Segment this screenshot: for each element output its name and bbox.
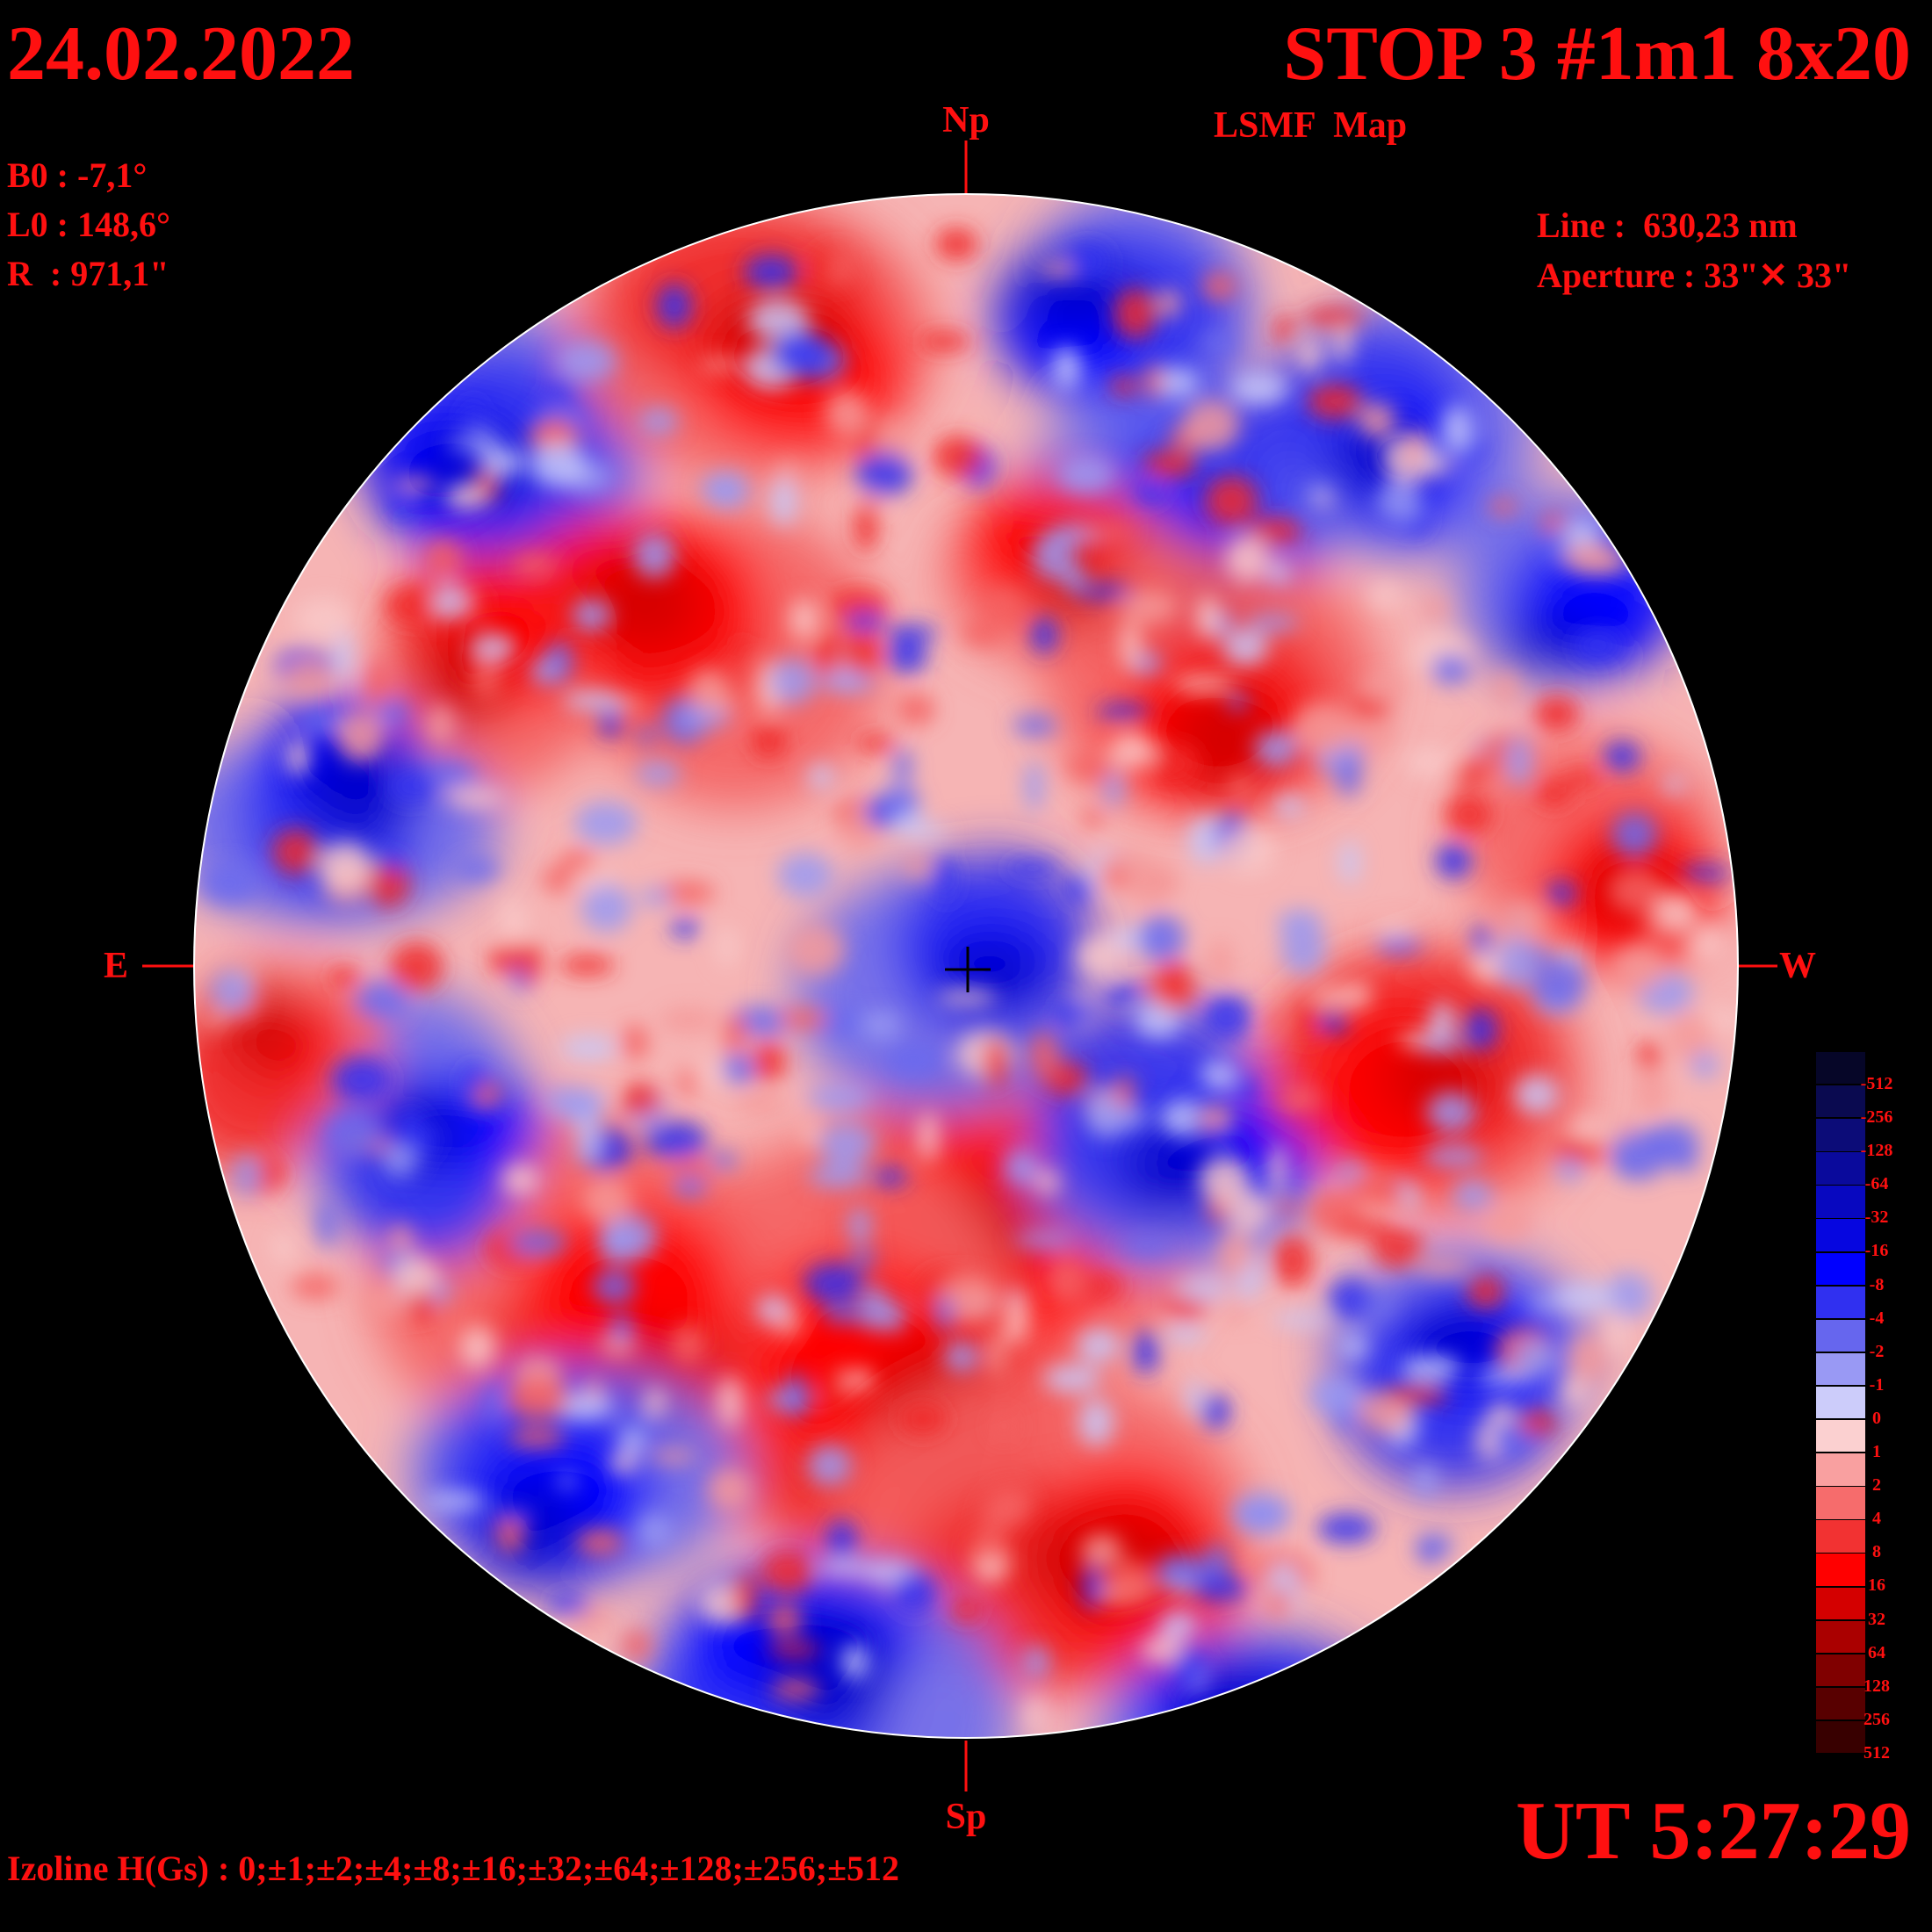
color-scale-label: 2 [1872,1475,1881,1496]
color-scale-label: 32 [1868,1609,1885,1629]
b0-parameter: B0 : -7,1° [7,155,148,195]
color-scale-label: 1 [1872,1442,1881,1462]
color-scale-label: 0 [1872,1408,1881,1428]
color-scale-swatch [1816,1654,1865,1687]
l0-parameter: L0 : 148,6° [7,205,170,244]
color-scale-swatch [1816,1520,1865,1553]
color-scale-swatch [1816,1554,1865,1586]
color-scale-swatch [1816,1319,1865,1352]
color-scale-label: -16 [1864,1241,1889,1261]
color-scale-label: -32 [1864,1208,1889,1228]
color-scale-swatch [1816,1119,1865,1151]
map-type-label: LSMF Map [1214,105,1408,146]
color-scale-label: 256 [1864,1709,1890,1729]
aperture-parameter: Aperture : 33"✕ 33" [1537,256,1852,295]
color-scale-swatch [1816,1186,1865,1218]
universal-time-label: UT 5:27:29 [1516,1785,1911,1877]
color-scale-swatch [1816,1152,1865,1185]
color-scale-swatch [1816,1252,1865,1285]
south-pole-label: Sp [945,1797,987,1837]
color-scale-label: -256 [1860,1107,1893,1128]
color-scale-label: 8 [1872,1542,1881,1562]
color-scale-swatch [1816,1720,1865,1754]
color-scale-swatch [1816,1352,1865,1386]
color-scale-label: 16 [1868,1575,1885,1596]
radius-parameter: R : 971,1" [7,254,169,293]
west-label: W [1779,946,1816,986]
north-pole-label: Np [942,100,990,141]
color-scale-swatch [1816,1085,1865,1118]
color-scale-label: -512 [1860,1074,1893,1093]
spectral-line-parameter: Line : 630,23 nm [1537,205,1798,245]
date-label: 24.02.2022 [7,11,355,97]
observation-title: STOP 3 #1m1 8x20 [1283,11,1911,97]
color-scale-label: -1 [1869,1374,1885,1395]
color-scale-bar [1816,1052,1865,1755]
color-scale-label: 512 [1864,1742,1890,1763]
axis-ticks [142,141,1777,1791]
color-scale-label: 64 [1868,1642,1885,1662]
color-scale-label: -128 [1860,1141,1893,1161]
color-scale-label: -64 [1864,1174,1889,1194]
solar-disc [195,195,1737,1737]
color-scale-swatch [1816,1420,1865,1453]
color-scale-label: 4 [1872,1509,1881,1529]
color-scale-label: -2 [1869,1341,1885,1361]
crosshair [945,947,991,992]
color-scale-swatch [1816,1052,1865,1085]
color-scale-swatch [1816,1286,1865,1319]
color-scale-swatch [1816,1687,1865,1720]
color-scale-swatch [1816,1620,1865,1653]
color-scale-swatch [1816,1386,1865,1419]
color-scale-swatch [1816,1453,1865,1486]
color-scale-swatch [1816,1587,1865,1619]
east-label: E [104,946,129,986]
color-scale-label: 128 [1864,1676,1890,1696]
color-scale-label: -8 [1869,1274,1885,1294]
izoline-levels-label: Izoline H(Gs) : 0;±1;±2;±4;±8;±16;±32;±6… [7,1849,900,1888]
color-scale-swatch [1816,1487,1865,1519]
color-scale-swatch [1816,1219,1865,1251]
color-scale-label: -4 [1869,1308,1885,1328]
